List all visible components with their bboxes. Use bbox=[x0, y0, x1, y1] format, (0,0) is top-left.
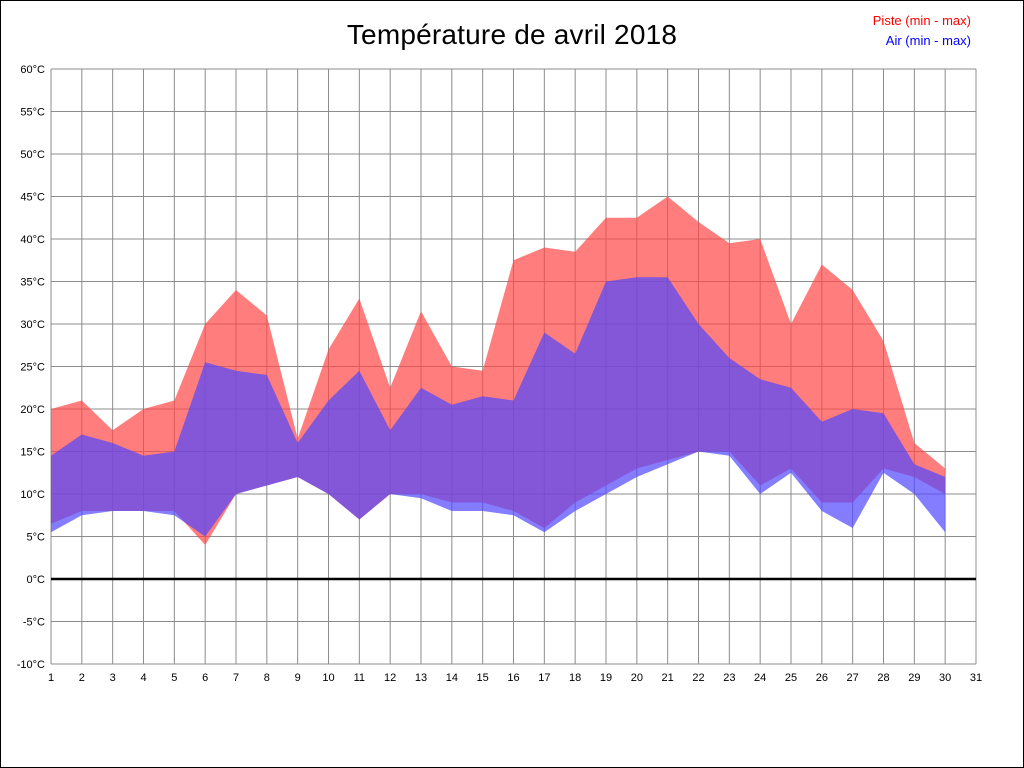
x-tick-label: 31 bbox=[970, 672, 982, 684]
legend: Piste (min - max) Air (min - max) bbox=[873, 11, 971, 51]
y-tick-label: 40°C bbox=[20, 234, 45, 246]
y-tick-label: 25°C bbox=[20, 362, 45, 374]
legend-item-air: Air (min - max) bbox=[885, 33, 971, 48]
y-tick-label: 55°C bbox=[20, 107, 45, 119]
x-tick-label: 27 bbox=[847, 672, 859, 684]
y-tick-label: 30°C bbox=[20, 319, 45, 331]
x-tick-label: 29 bbox=[908, 672, 920, 684]
x-tick-label: 28 bbox=[877, 672, 889, 684]
x-tick-label: 15 bbox=[477, 672, 489, 684]
x-tick-label: 18 bbox=[569, 672, 581, 684]
x-tick-label: 6 bbox=[202, 672, 208, 684]
x-tick-label: 23 bbox=[723, 672, 735, 684]
y-tick-label: 60°C bbox=[20, 64, 45, 76]
x-tick-label: 30 bbox=[939, 672, 951, 684]
y-tick-label: -5°C bbox=[23, 617, 45, 629]
x-tick-label: 13 bbox=[415, 672, 427, 684]
x-tick-label: 9 bbox=[295, 672, 301, 684]
x-tick-label: 2 bbox=[79, 672, 85, 684]
x-tick-label: 7 bbox=[233, 672, 239, 684]
x-tick-label: 12 bbox=[384, 672, 396, 684]
y-tick-label: 5°C bbox=[27, 532, 46, 544]
x-tick-label: 14 bbox=[446, 672, 458, 684]
x-tick-label: 3 bbox=[110, 672, 116, 684]
y-tick-label: 10°C bbox=[20, 489, 45, 501]
y-tick-label: 20°C bbox=[20, 404, 45, 416]
air-band bbox=[51, 277, 946, 537]
x-tick-label: 26 bbox=[816, 672, 828, 684]
y-tick-label: -10°C bbox=[17, 659, 45, 671]
x-tick-label: 21 bbox=[662, 672, 674, 684]
x-tick-label: 10 bbox=[322, 672, 334, 684]
x-tick-label: 22 bbox=[692, 672, 704, 684]
x-tick-label: 1 bbox=[48, 672, 54, 684]
y-tick-label: 50°C bbox=[20, 149, 45, 161]
x-tick-label: 5 bbox=[171, 672, 177, 684]
y-tick-label: 15°C bbox=[20, 447, 45, 459]
legend-item-piste: Piste (min - max) bbox=[872, 13, 971, 28]
x-tick-label: 4 bbox=[140, 672, 146, 684]
y-tick-label: 45°C bbox=[20, 192, 45, 204]
x-tick-label: 24 bbox=[754, 672, 766, 684]
y-tick-label: 35°C bbox=[20, 277, 45, 289]
x-tick-label: 20 bbox=[631, 672, 643, 684]
x-tick-label: 16 bbox=[507, 672, 519, 684]
x-tick-label: 19 bbox=[600, 672, 612, 684]
y-tick-label: 0°C bbox=[27, 574, 46, 586]
chart-title: Température de avril 2018 bbox=[346, 19, 678, 50]
x-tick-label: 8 bbox=[264, 672, 270, 684]
x-tick-label: 11 bbox=[354, 672, 365, 684]
x-tick-label: 25 bbox=[785, 672, 797, 684]
x-tick-label: 17 bbox=[538, 672, 550, 684]
